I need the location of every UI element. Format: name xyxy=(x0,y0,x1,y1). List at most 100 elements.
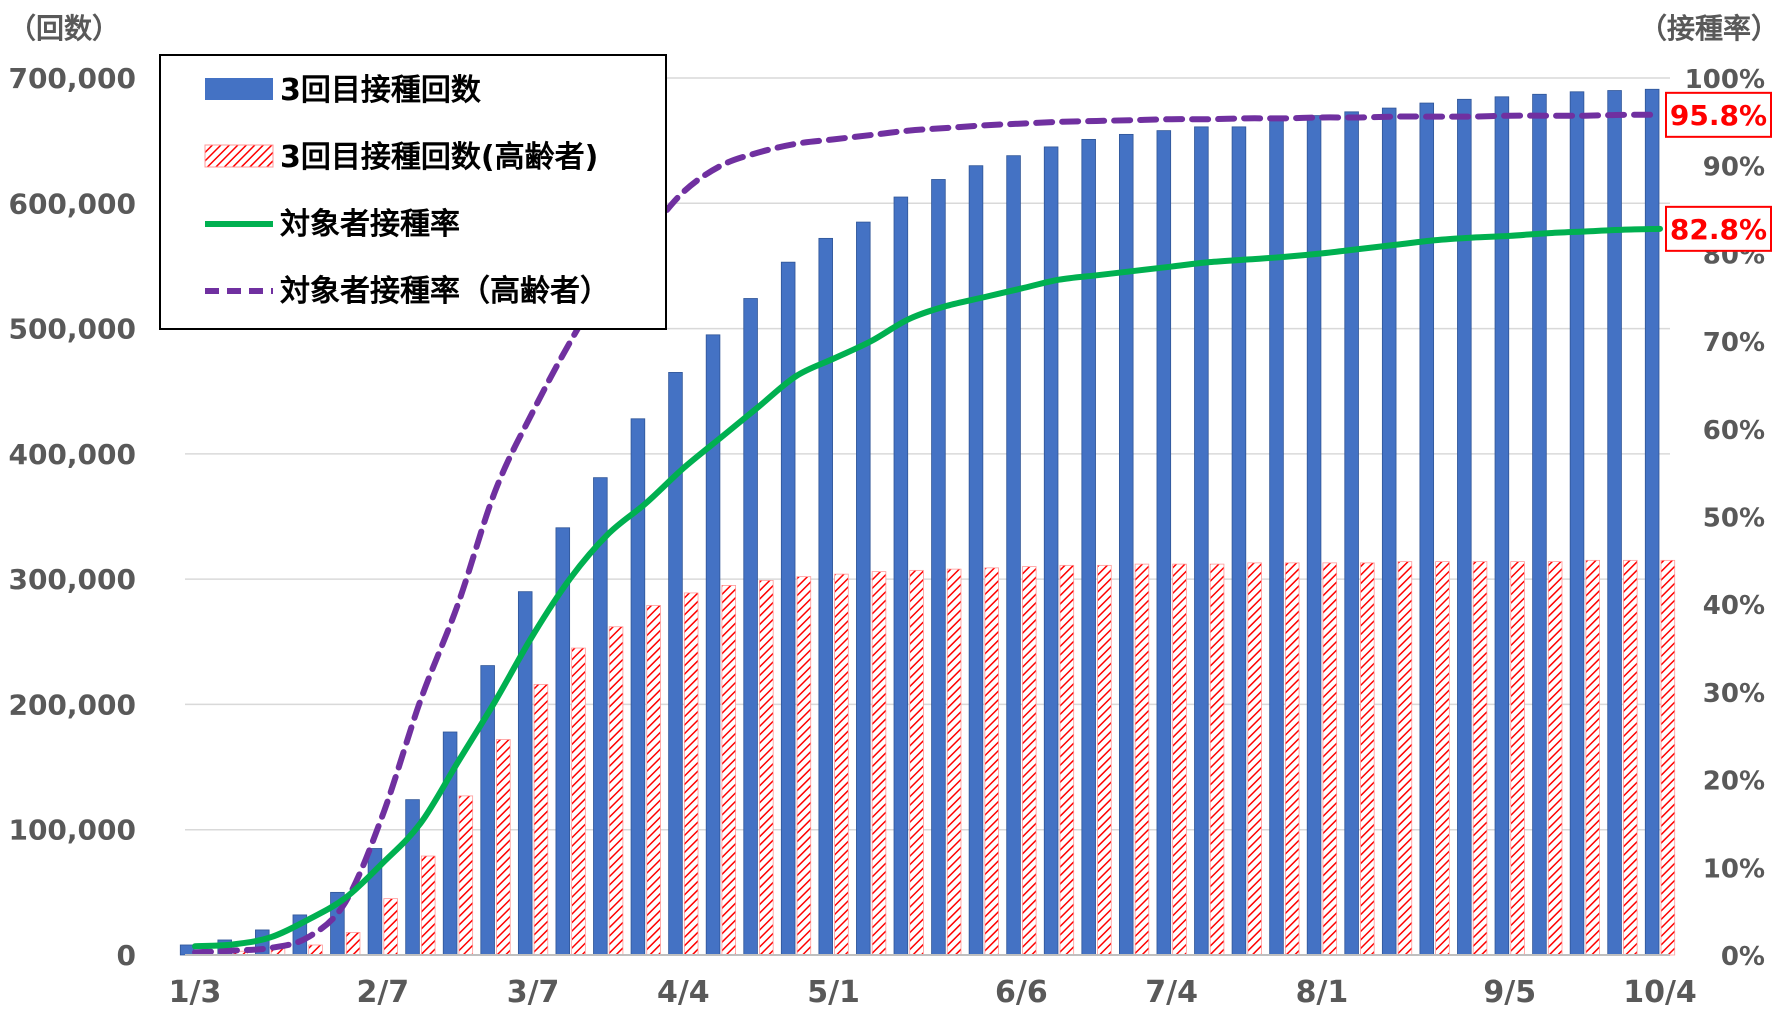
bar-doses-elderly xyxy=(721,585,737,956)
bar-doses-elderly xyxy=(984,567,999,956)
right-tick-label: 50% xyxy=(1703,504,1765,534)
bar-doses xyxy=(630,418,646,956)
bar-doses-elderly xyxy=(458,795,474,956)
left-tick-label: 100,000 xyxy=(8,814,136,847)
right-axis-title: （接種率） xyxy=(1639,12,1779,45)
x-tick-label: 6/6 xyxy=(995,975,1048,1010)
x-tick-label: 1/3 xyxy=(169,975,222,1010)
bar-doses xyxy=(1494,96,1510,956)
end-label-box xyxy=(1665,205,1772,252)
end-label-text: 82.8% xyxy=(1670,213,1767,246)
right-tick-label: 90% xyxy=(1703,153,1765,183)
bar-doses-elderly xyxy=(1510,561,1525,956)
bar-doses xyxy=(1006,155,1021,956)
bar-doses-elderly xyxy=(496,739,511,956)
lines xyxy=(192,111,1663,956)
bar-doses xyxy=(893,196,909,956)
bar-doses xyxy=(1043,146,1059,956)
right-tick-label: 10% xyxy=(1703,854,1765,884)
bar-doses xyxy=(968,165,984,956)
legend-swatch-bar xyxy=(205,78,273,100)
bar-doses-elderly xyxy=(1284,562,1300,956)
right-tick-label: 70% xyxy=(1703,328,1765,358)
bar-doses xyxy=(1569,91,1585,956)
x-tick-label: 10/4 xyxy=(1623,975,1697,1010)
bar-doses xyxy=(1156,130,1172,956)
bar-doses xyxy=(1344,111,1359,956)
bar-doses-elderly xyxy=(1547,561,1563,956)
bar-doses xyxy=(856,221,871,956)
left-axis-title: （回数） xyxy=(8,12,120,45)
bar-doses-elderly xyxy=(1660,559,1676,956)
bar-doses xyxy=(1118,133,1134,956)
bar-doses-elderly xyxy=(1097,564,1112,956)
right-tick-label: 30% xyxy=(1703,679,1765,709)
bar-doses xyxy=(1269,118,1284,956)
bar-doses-elderly xyxy=(420,855,436,956)
bar-doses-elderly xyxy=(308,944,323,956)
bar-doses-elderly xyxy=(383,898,398,956)
left-tick-label: 700,000 xyxy=(8,62,136,95)
line-rate-elderly xyxy=(192,111,1663,956)
legend-label-line-elderly: 対象者接種率（高齢者） xyxy=(280,274,610,309)
bar-doses-elderly xyxy=(909,569,924,956)
x-tick-label: 7/4 xyxy=(1145,975,1198,1010)
bar-doses-elderly xyxy=(1172,563,1187,956)
bar-doses-elderly xyxy=(1022,566,1037,956)
bar-doses-elderly xyxy=(834,573,849,956)
x-tick-label: 4/4 xyxy=(657,975,710,1010)
x-tick-label: 2/7 xyxy=(356,975,409,1010)
bar-doses xyxy=(1381,107,1397,956)
bar-doses xyxy=(705,334,721,956)
bar-doses-elderly xyxy=(1247,562,1262,956)
right-tick-label: 40% xyxy=(1703,591,1765,621)
line-rate xyxy=(192,225,1663,950)
right-tick-label: 0% xyxy=(1721,942,1765,972)
bar-doses-elderly xyxy=(1134,563,1150,956)
bar-doses-elderly xyxy=(1585,559,1600,956)
bar-doses-elderly xyxy=(871,571,887,956)
bar-doses xyxy=(668,372,683,956)
left-tick-label: 400,000 xyxy=(8,438,136,471)
bar-doses-elderly xyxy=(946,568,962,956)
x-tick-label: 8/1 xyxy=(1296,975,1349,1010)
legend: 3回目接種回数 3回目接種回数(高齢者) 対象者接種率 対象者接種率（高齢者） xyxy=(159,54,667,330)
bar-doses-elderly xyxy=(1360,562,1375,956)
bar-doses xyxy=(743,298,758,956)
bar-doses xyxy=(1231,126,1247,956)
legend-label-bar-elderly: 3回目接種回数(高齢者) xyxy=(280,140,598,175)
bar-doses xyxy=(1306,115,1322,956)
bar-doses xyxy=(818,237,833,956)
x-tick-label: 5/1 xyxy=(807,975,860,1010)
bar-doses xyxy=(1194,126,1209,956)
left-tick-label: 200,000 xyxy=(8,688,136,721)
left-tick-label: 500,000 xyxy=(8,313,136,346)
legend-swatch-bar-elderly xyxy=(204,144,274,168)
bar-doses-elderly xyxy=(1059,564,1075,956)
legend-box xyxy=(159,54,667,330)
bar-doses xyxy=(1532,93,1547,956)
axes: 0 100,000 200,000 300,000 400,000 500,000 600,… xyxy=(8,62,1765,1010)
bar-doses xyxy=(1457,98,1472,956)
bar-doses-elderly xyxy=(1397,561,1413,956)
end-label-text: 95.8% xyxy=(1670,99,1767,132)
bar-doses-elderly xyxy=(1472,561,1488,956)
bar-doses xyxy=(1644,88,1660,956)
end-label-box xyxy=(1665,91,1772,138)
bar-doses-elderly xyxy=(1435,561,1450,956)
bar-doses xyxy=(1607,90,1622,956)
bar-doses xyxy=(931,179,946,956)
bar-doses-elderly xyxy=(759,579,774,956)
right-tick-label: 60% xyxy=(1703,416,1765,446)
bar-doses xyxy=(780,261,796,956)
left-tick-label: 600,000 xyxy=(8,187,136,220)
right-tick-label: 20% xyxy=(1703,767,1765,797)
end-labels: 95.8% 82.8% xyxy=(1665,91,1772,252)
x-tick-label: 9/5 xyxy=(1483,975,1536,1010)
bar-doses xyxy=(1081,138,1096,956)
left-tick-label: 0 xyxy=(117,939,136,972)
bar-doses-elderly xyxy=(533,683,549,956)
bar-doses-elderly xyxy=(345,932,361,956)
bar-doses-elderly xyxy=(1623,559,1638,956)
